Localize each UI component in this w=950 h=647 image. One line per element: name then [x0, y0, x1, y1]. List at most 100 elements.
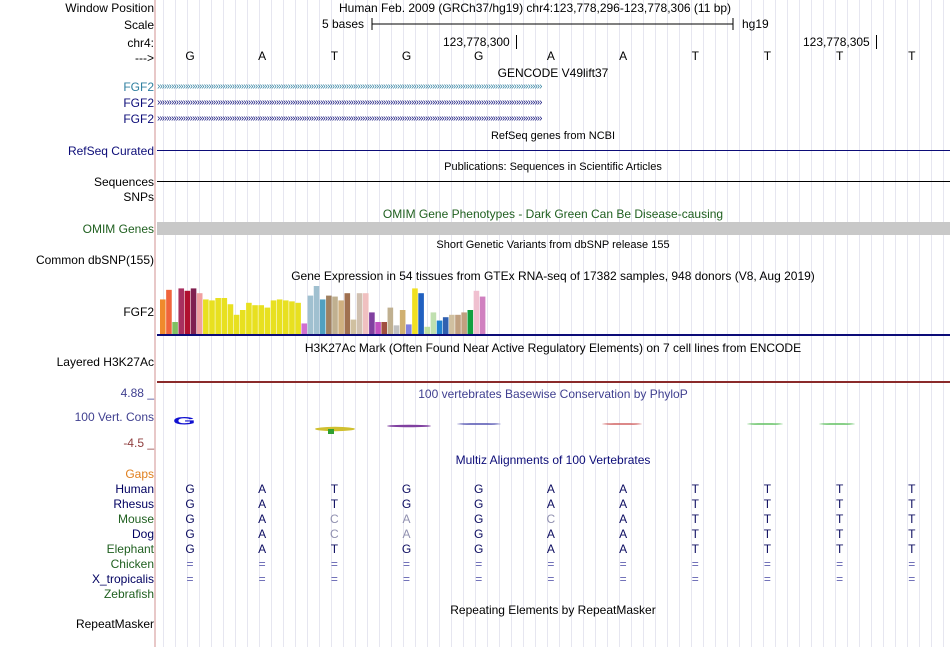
gencode-transcript-1[interactable]: ››››››››››››››››››››››››››››››››››››››››… [157, 83, 542, 91]
multiz-base: T [908, 527, 916, 541]
gtex-tissue-bar[interactable] [295, 302, 301, 334]
gtex-tissue-bar[interactable] [430, 312, 437, 334]
gtex-tissue-bar[interactable] [332, 296, 338, 334]
omim-label[interactable]: OMIM Genes [82, 222, 154, 236]
gtex-tissue-bar[interactable] [166, 289, 172, 334]
multiz-base: = [619, 557, 627, 571]
gtex-tissue-bar[interactable] [442, 317, 449, 334]
gtex-tissue-bar[interactable] [461, 312, 467, 334]
gtex-tissue-bar[interactable] [178, 288, 185, 334]
gtex-tissue-bar[interactable] [283, 300, 289, 334]
gtex-tissue-bar[interactable] [436, 320, 443, 334]
h3k27ac-signal-line[interactable] [157, 381, 950, 383]
gtex-tissue-bar[interactable] [467, 310, 474, 334]
gencode-gene-label-3[interactable]: FGF2 [123, 112, 154, 126]
gtex-tissue-bar[interactable] [455, 314, 461, 334]
gencode-gene-label-1[interactable]: FGF2 [123, 80, 154, 94]
gtex-tissue-bar[interactable] [184, 290, 191, 334]
gtex-tissue-bar[interactable] [356, 293, 363, 334]
gtex-tissue-bar[interactable] [209, 300, 215, 334]
gtex-tissue-bar[interactable] [344, 293, 351, 334]
refseq-label[interactable]: RefSeq Curated [67, 144, 154, 158]
multiz-alignment-row[interactable] [156, 587, 950, 601]
gtex-tissue-bar[interactable] [227, 304, 234, 334]
gtex-tissue-bar[interactable] [190, 288, 197, 334]
gtex-gene-label[interactable]: FGF2 [123, 305, 154, 319]
gtex-tissue-bar[interactable] [319, 299, 326, 334]
gtex-tissue-bar[interactable] [369, 312, 375, 334]
gtex-tissue-bar[interactable] [479, 296, 486, 334]
multiz-species-label[interactable]: Zebrafish [103, 587, 154, 601]
multiz-species-label[interactable]: Mouse [117, 512, 154, 526]
gtex-tissue-bar[interactable] [270, 300, 277, 334]
gtex-tissue-bar[interactable] [233, 314, 240, 334]
gtex-tissue-bar[interactable] [350, 319, 357, 334]
gtex-tissue-bar[interactable] [172, 322, 178, 334]
gtex-tissue-bar[interactable] [239, 310, 246, 334]
publications-snps-label[interactable]: SNPs [123, 190, 154, 204]
gtex-tissue-bar[interactable] [406, 324, 412, 334]
publications-sequences-label[interactable]: Sequences [93, 175, 154, 189]
gtex-tissue-bar[interactable] [301, 323, 308, 334]
multiz-alignment-row[interactable]: = = = = = = = = = = = [156, 572, 950, 586]
gtex-tissue-bar[interactable] [381, 322, 387, 334]
gtex-tissue-bar[interactable] [289, 301, 295, 334]
gtex-tissue-bar[interactable] [393, 325, 400, 334]
gtex-tissue-bar[interactable] [473, 290, 480, 334]
gtex-tissue-bar[interactable] [307, 295, 314, 334]
gtex-tissue-bar[interactable] [276, 299, 283, 334]
gtex-tissue-bar[interactable] [424, 326, 431, 334]
gtex-expression-chart[interactable] [157, 283, 950, 337]
gencode-transcript-2[interactable]: ››››››››››››››››››››››››››››››››››››››››… [157, 99, 542, 107]
gtex-tissue-bar[interactable] [258, 305, 264, 334]
cons-track-label[interactable]: 100 Vert. Cons [74, 410, 154, 424]
gtex-tissue-bar[interactable] [362, 293, 369, 334]
omim-phenotype-bar[interactable] [157, 222, 950, 235]
gtex-tissue-bar[interactable] [338, 300, 344, 334]
gtex-tissue-bar[interactable] [399, 310, 406, 334]
gtex-tissue-bar[interactable] [313, 286, 320, 334]
multiz-species-label[interactable]: Elephant [106, 542, 154, 556]
multiz-base: = [258, 572, 266, 586]
scale-db-text: hg19 [742, 17, 769, 31]
gtex-tissue-bar[interactable] [221, 298, 228, 334]
multiz-gaps-label[interactable]: Gaps [125, 467, 154, 481]
gtex-tissue-bar[interactable] [160, 299, 166, 334]
multiz-alignment-row[interactable]: = = = = = = = = = = = [156, 557, 950, 571]
gtex-tissue-bar[interactable] [326, 295, 332, 334]
refseq-track-title: RefSeq genes from NCBI [490, 130, 616, 142]
gtex-tissue-bar[interactable] [196, 293, 203, 334]
dbsnp-label[interactable]: Common dbSNP(155) [35, 253, 154, 267]
gtex-tissue-bar[interactable] [203, 299, 209, 334]
window-position-label: Window Position [65, 1, 154, 15]
repeatmasker-label[interactable]: RepeatMasker [75, 617, 154, 631]
gencode-gene-label-2[interactable]: FGF2 [123, 96, 154, 110]
gtex-tissue-bar[interactable] [246, 302, 252, 334]
gtex-tissue-bar[interactable] [387, 307, 394, 334]
refseq-gene-line[interactable] [157, 150, 950, 151]
multiz-species-label[interactable]: X_tropicalis [91, 572, 154, 586]
cons-logo[interactable]: G [157, 400, 950, 440]
gtex-tissue-bar[interactable] [449, 314, 455, 334]
multiz-base: T [330, 482, 339, 496]
gtex-tissue-bar[interactable] [412, 288, 418, 334]
gtex-tissue-bar[interactable] [215, 298, 221, 334]
h3k27ac-label[interactable]: Layered H3K27Ac [56, 355, 154, 369]
multiz-species-label[interactable]: Human [115, 482, 154, 496]
multiz-species-label[interactable]: Rhesus [113, 497, 154, 511]
gencode-transcript-3[interactable]: ››››››››››››››››››››››››››››››››››››››››… [157, 115, 542, 123]
gtex-tissue-bar[interactable] [252, 305, 258, 334]
gtex-tissue-bar[interactable] [264, 307, 271, 334]
gtex-tissue-bar[interactable] [375, 322, 381, 334]
gtex-tissue-bar[interactable] [418, 293, 424, 334]
publications-sequence-line[interactable] [157, 181, 950, 182]
multiz-species-label[interactable]: Dog [131, 527, 154, 541]
multiz-species-label[interactable]: Chicken [110, 557, 154, 571]
